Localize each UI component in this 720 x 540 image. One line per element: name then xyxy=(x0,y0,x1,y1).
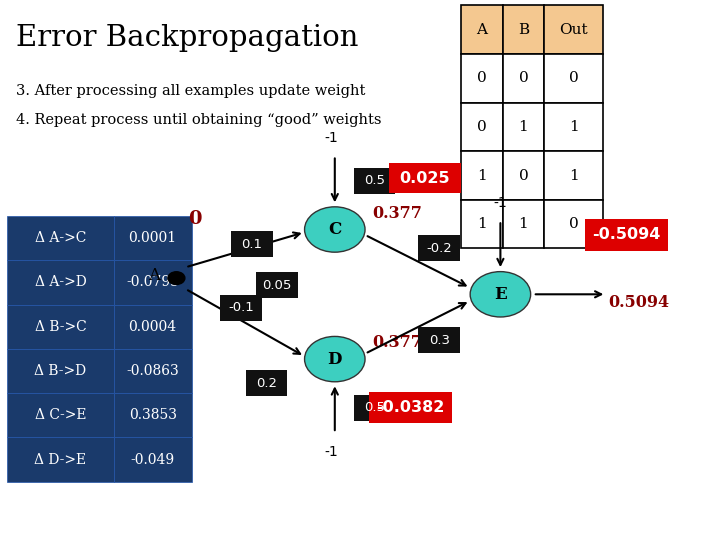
Circle shape xyxy=(168,272,185,285)
FancyBboxPatch shape xyxy=(544,200,603,248)
FancyBboxPatch shape xyxy=(220,295,262,321)
FancyBboxPatch shape xyxy=(246,370,287,396)
Text: -0.5094: -0.5094 xyxy=(593,227,660,242)
Text: 0: 0 xyxy=(569,71,579,85)
Text: -0.0795: -0.0795 xyxy=(126,275,179,289)
Text: Δ B->D: Δ B->D xyxy=(35,364,86,378)
Text: D: D xyxy=(328,350,342,368)
FancyBboxPatch shape xyxy=(114,393,192,437)
Text: 0.05: 0.05 xyxy=(263,279,292,292)
Text: 0: 0 xyxy=(477,120,487,134)
Text: 0.025: 0.025 xyxy=(400,171,450,186)
FancyBboxPatch shape xyxy=(256,272,298,298)
Text: 0: 0 xyxy=(569,217,579,231)
Text: 0: 0 xyxy=(518,71,528,85)
FancyBboxPatch shape xyxy=(7,393,114,437)
FancyBboxPatch shape xyxy=(544,103,603,151)
Text: 1: 1 xyxy=(569,168,579,183)
Text: -1: -1 xyxy=(324,131,338,145)
FancyBboxPatch shape xyxy=(114,260,192,305)
Text: 1: 1 xyxy=(518,217,528,231)
Text: A: A xyxy=(148,267,160,284)
Text: 0.5: 0.5 xyxy=(364,174,385,187)
Text: E: E xyxy=(494,286,507,303)
Text: 3. After processing all examples update weight: 3. After processing all examples update … xyxy=(16,84,365,98)
FancyBboxPatch shape xyxy=(503,5,544,54)
Text: -0.0863: -0.0863 xyxy=(126,364,179,378)
FancyBboxPatch shape xyxy=(114,349,192,393)
Text: 1: 1 xyxy=(518,120,528,134)
Text: Error Backpropagation: Error Backpropagation xyxy=(16,24,359,52)
FancyBboxPatch shape xyxy=(114,437,192,482)
Text: 0.0004: 0.0004 xyxy=(129,320,176,334)
FancyBboxPatch shape xyxy=(7,437,114,482)
Text: 1: 1 xyxy=(569,120,579,134)
Text: 0: 0 xyxy=(477,71,487,85)
Text: -1: -1 xyxy=(493,195,508,210)
Text: 0.377: 0.377 xyxy=(372,334,422,352)
FancyBboxPatch shape xyxy=(461,200,503,248)
FancyBboxPatch shape xyxy=(7,349,114,393)
Text: 0.0001: 0.0001 xyxy=(129,231,176,245)
FancyBboxPatch shape xyxy=(503,103,544,151)
FancyBboxPatch shape xyxy=(354,395,395,421)
FancyBboxPatch shape xyxy=(231,231,273,257)
Text: 0.377: 0.377 xyxy=(372,205,422,222)
Text: Δ A->C: Δ A->C xyxy=(35,231,86,245)
Text: -0.049: -0.049 xyxy=(130,453,175,467)
FancyBboxPatch shape xyxy=(114,305,192,349)
Circle shape xyxy=(470,272,531,317)
Text: 0.3853: 0.3853 xyxy=(129,408,176,422)
FancyBboxPatch shape xyxy=(503,54,544,103)
FancyBboxPatch shape xyxy=(7,305,114,349)
Text: 0: 0 xyxy=(188,210,201,228)
Circle shape xyxy=(305,336,365,382)
Text: -0.0382: -0.0382 xyxy=(377,400,444,415)
FancyBboxPatch shape xyxy=(503,151,544,200)
Text: 0.2: 0.2 xyxy=(256,377,277,390)
Text: Δ B->C: Δ B->C xyxy=(35,320,86,334)
Text: -0.1: -0.1 xyxy=(228,301,254,314)
Text: 0.1: 0.1 xyxy=(241,238,263,251)
Text: 0.5094: 0.5094 xyxy=(608,294,670,311)
FancyBboxPatch shape xyxy=(354,168,395,194)
FancyBboxPatch shape xyxy=(544,5,603,54)
Text: B: B xyxy=(518,23,529,37)
Text: 1: 1 xyxy=(477,168,487,183)
Text: Δ D->E: Δ D->E xyxy=(35,453,86,467)
Text: -1: -1 xyxy=(324,446,338,460)
FancyBboxPatch shape xyxy=(114,216,192,260)
FancyBboxPatch shape xyxy=(585,219,668,251)
Circle shape xyxy=(305,207,365,252)
FancyBboxPatch shape xyxy=(544,151,603,200)
FancyBboxPatch shape xyxy=(461,103,503,151)
Text: 4. Repeat process until obtaining “good” weights: 4. Repeat process until obtaining “good”… xyxy=(16,113,382,127)
Text: Δ C->E: Δ C->E xyxy=(35,408,86,422)
Text: Out: Out xyxy=(559,23,588,37)
FancyBboxPatch shape xyxy=(503,200,544,248)
Text: -0.2: -0.2 xyxy=(426,242,452,255)
Text: 0: 0 xyxy=(518,168,528,183)
FancyBboxPatch shape xyxy=(418,327,460,353)
FancyBboxPatch shape xyxy=(461,151,503,200)
Text: A: A xyxy=(476,23,487,37)
Text: 1: 1 xyxy=(477,217,487,231)
FancyBboxPatch shape xyxy=(461,54,503,103)
Text: 0.3: 0.3 xyxy=(428,334,450,347)
FancyBboxPatch shape xyxy=(369,392,452,423)
Text: 0.5: 0.5 xyxy=(364,401,385,414)
Text: Δ A->D: Δ A->D xyxy=(35,275,86,289)
FancyBboxPatch shape xyxy=(389,163,461,193)
FancyBboxPatch shape xyxy=(461,5,503,54)
FancyBboxPatch shape xyxy=(7,260,114,305)
Text: C: C xyxy=(328,221,341,238)
FancyBboxPatch shape xyxy=(418,235,460,261)
FancyBboxPatch shape xyxy=(544,54,603,103)
FancyBboxPatch shape xyxy=(7,216,114,260)
